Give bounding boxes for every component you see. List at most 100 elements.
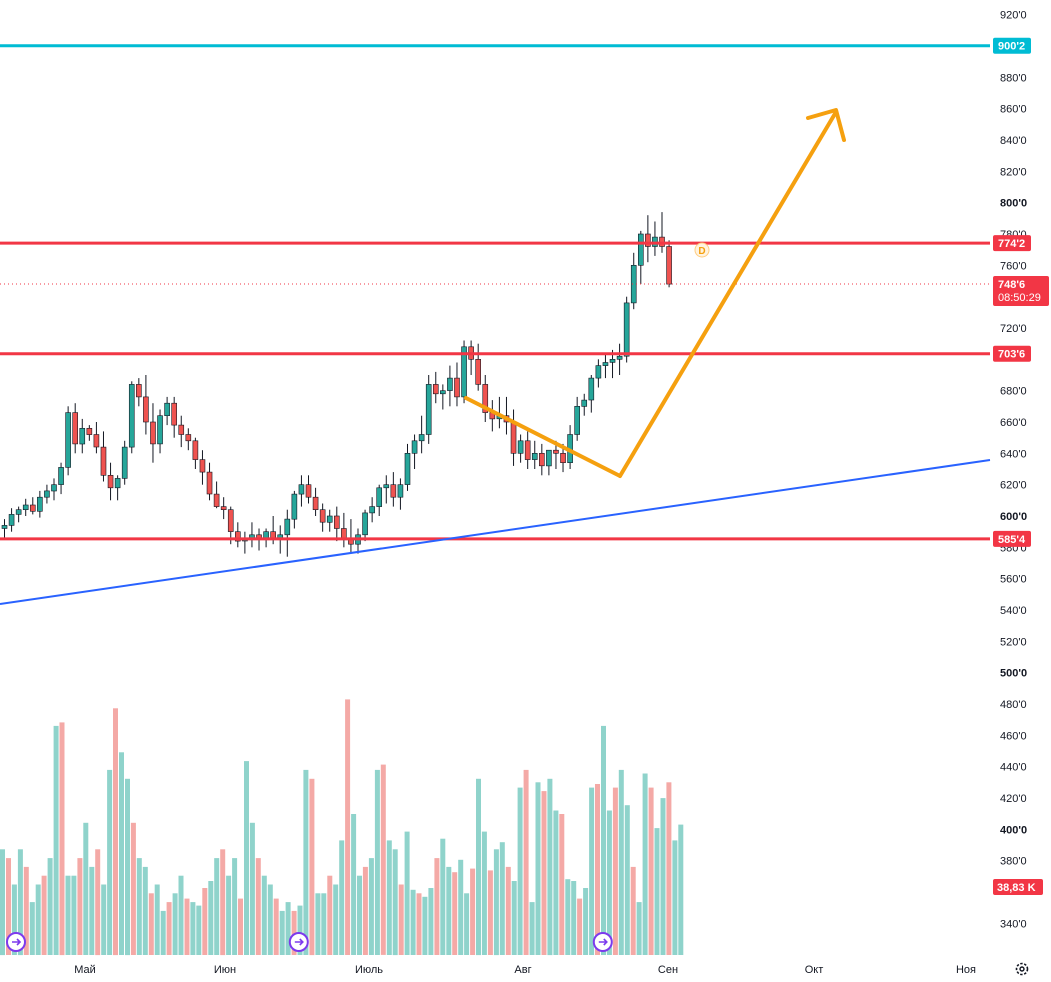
forecast-arrow[interactable] xyxy=(618,110,838,478)
candle-down xyxy=(390,484,397,498)
volume-bar xyxy=(499,842,505,955)
volume-bar xyxy=(89,866,95,955)
volume-bar xyxy=(464,893,470,955)
volume-tag-bg xyxy=(993,879,1043,895)
candle-up xyxy=(376,487,383,507)
gear-icon-outer xyxy=(1015,962,1029,976)
candles xyxy=(1,212,672,557)
price-tick-label: 820'0 xyxy=(1000,166,1027,178)
gear-icon[interactable] xyxy=(1015,962,1029,976)
volume-bar xyxy=(404,831,410,955)
volume-bar xyxy=(624,805,630,955)
candle-down xyxy=(199,459,206,473)
volume-bar xyxy=(113,708,118,956)
volume-bar xyxy=(77,858,83,955)
time-axis[interactable]: Май Июн Июль Авг Сен Окт Ноя xyxy=(74,964,976,976)
volume-bar xyxy=(583,888,589,955)
volume-bar xyxy=(654,828,660,955)
candle-down xyxy=(341,528,347,539)
candle-down xyxy=(185,434,192,442)
candle-up xyxy=(362,512,368,536)
candle-down xyxy=(432,384,439,395)
volume-bar xyxy=(41,875,47,955)
candle-up xyxy=(291,493,298,520)
volume-bar xyxy=(101,884,107,955)
volume-bar xyxy=(148,893,154,955)
candle-down xyxy=(312,496,319,511)
volume-bar xyxy=(517,787,523,955)
trend-line[interactable] xyxy=(0,459,991,605)
price-axis[interactable]: 920'0880'0860'0840'0820'0800'0780'0760'0… xyxy=(1000,10,1027,931)
volume-bar xyxy=(315,893,321,955)
volume-bar xyxy=(636,902,642,955)
candle-up xyxy=(8,514,15,526)
candle-up xyxy=(546,449,552,467)
volume-bar xyxy=(428,888,434,955)
volume-bar xyxy=(505,866,511,955)
last-price-tag: 748'6 08:50:29 xyxy=(993,276,1049,306)
volume-tag: 38,83 K xyxy=(993,879,1043,895)
candle-up xyxy=(404,452,411,485)
volume-bar xyxy=(601,725,606,955)
candle-up xyxy=(447,377,453,391)
volume-bar xyxy=(261,875,267,955)
level-tag xyxy=(993,37,1031,54)
candle-down xyxy=(72,412,78,445)
candle-down xyxy=(482,384,489,413)
volume-bar xyxy=(660,798,666,955)
dividend-event-icon xyxy=(592,932,613,952)
time-label: Ноя xyxy=(956,964,976,976)
pullback-arrow[interactable] xyxy=(464,396,622,478)
dividend-marker-circle[interactable] xyxy=(694,242,710,258)
price-tags: 900'2 774'2 703'6 585'4 xyxy=(993,37,1031,547)
candle-up xyxy=(440,390,446,395)
level-tag-label: 774'2 xyxy=(998,238,1025,250)
candle-up xyxy=(574,405,580,435)
candle-down xyxy=(319,509,326,523)
volume-bar xyxy=(220,849,226,956)
volume-bar xyxy=(130,822,136,955)
candle-up xyxy=(531,452,538,460)
price-tick-label: 640'0 xyxy=(1000,448,1027,460)
candle-up xyxy=(157,415,163,445)
volume-bar xyxy=(172,893,178,955)
event-arrow xyxy=(294,938,304,946)
price-tick-label: 500'0 xyxy=(1000,668,1027,680)
volume-bar xyxy=(630,866,636,955)
candle-up xyxy=(425,384,432,435)
volume-bar xyxy=(523,769,529,955)
volume-bar xyxy=(309,778,315,956)
candle-up xyxy=(369,506,375,514)
candle-up xyxy=(418,434,425,442)
candle-up xyxy=(1,525,8,529)
dividend-marker-label: D xyxy=(698,246,705,257)
volume-bar xyxy=(452,872,458,955)
event-markers xyxy=(6,932,613,952)
candle-up xyxy=(65,412,71,468)
event-arrow xyxy=(12,938,22,946)
last-price-tag-bg xyxy=(993,276,1049,306)
volume-bar xyxy=(59,722,65,956)
volume-bar xyxy=(529,902,535,955)
volume-bar xyxy=(666,782,672,955)
forecast-arrow-head xyxy=(806,108,846,142)
volume-bar xyxy=(672,840,678,955)
volume-tag-value: 38,83 K xyxy=(997,882,1036,894)
price-tick-label: 380'0 xyxy=(1000,856,1027,868)
level-tag xyxy=(993,235,1031,252)
price-tick-label: 880'0 xyxy=(1000,72,1027,84)
volume-bar xyxy=(648,787,654,955)
volume-bar xyxy=(279,910,285,955)
dividend-marker[interactable]: D xyxy=(694,242,710,258)
volume-bars xyxy=(0,699,684,956)
volume-bar xyxy=(553,810,559,955)
candle-up xyxy=(588,377,595,401)
candle-up xyxy=(595,365,602,379)
volume-bar xyxy=(214,858,220,955)
volume-bar xyxy=(208,881,214,955)
level-tag-label: 703'6 xyxy=(998,349,1025,361)
volume-bar xyxy=(226,875,232,955)
candle-up xyxy=(114,478,121,489)
candle-up xyxy=(581,399,588,407)
